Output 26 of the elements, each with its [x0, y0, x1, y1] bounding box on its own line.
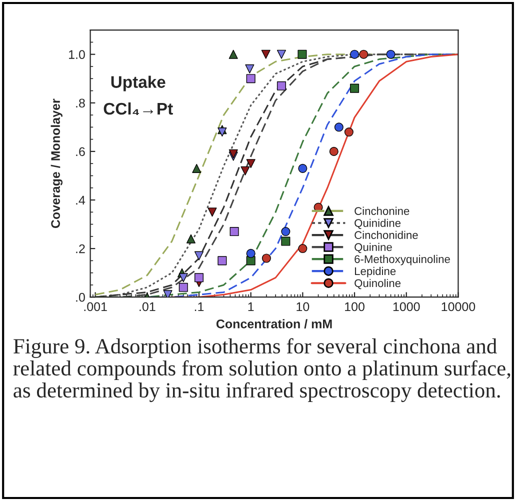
legend-label: Cinchonidine — [354, 230, 418, 240]
annotation: CCl₄→Pt — [104, 102, 173, 115]
legend-label: Lepidine — [354, 266, 396, 278]
y-tick-label: .2 — [76, 244, 85, 254]
x-tick-label: 100 — [345, 302, 364, 312]
y-axis-title: Coverage / Monolayer — [50, 98, 63, 228]
y-tick-label: .8 — [76, 98, 85, 108]
x-axis-title: Concentration / mM — [216, 319, 332, 328]
y-tick-label: .4 — [76, 196, 86, 205]
legend-label: 6-Methoxyquinoline — [354, 254, 450, 266]
y-tick-label: .0 — [76, 292, 85, 302]
legend-label: Quinine — [354, 242, 392, 254]
x-tick-label: .1 — [194, 302, 204, 312]
legend-label: Quinoline — [354, 278, 401, 290]
x-tick-label: 10 — [296, 302, 310, 312]
caption: Figure 9. Adsorption isotherms for several cinchona and related compounds from solution onto a platinum surface, as determined by in-situ infrared spectroscopy detection. — [13, 338, 510, 402]
legend-label: Cinchonine — [354, 206, 410, 215]
x-tick-label: 1 — [248, 302, 254, 312]
x-tick-label: 10000 — [442, 302, 476, 312]
y-tick-label: .6 — [76, 147, 85, 156]
x-tick-label: 1000 — [393, 302, 420, 312]
x-tick-label: .01 — [140, 302, 156, 312]
x-tick-label: .001 — [84, 302, 107, 312]
legend-label: Quinidine — [354, 218, 401, 229]
annotation: Uptake — [111, 76, 166, 92]
y-tick-label: 1.0 — [69, 50, 85, 59]
